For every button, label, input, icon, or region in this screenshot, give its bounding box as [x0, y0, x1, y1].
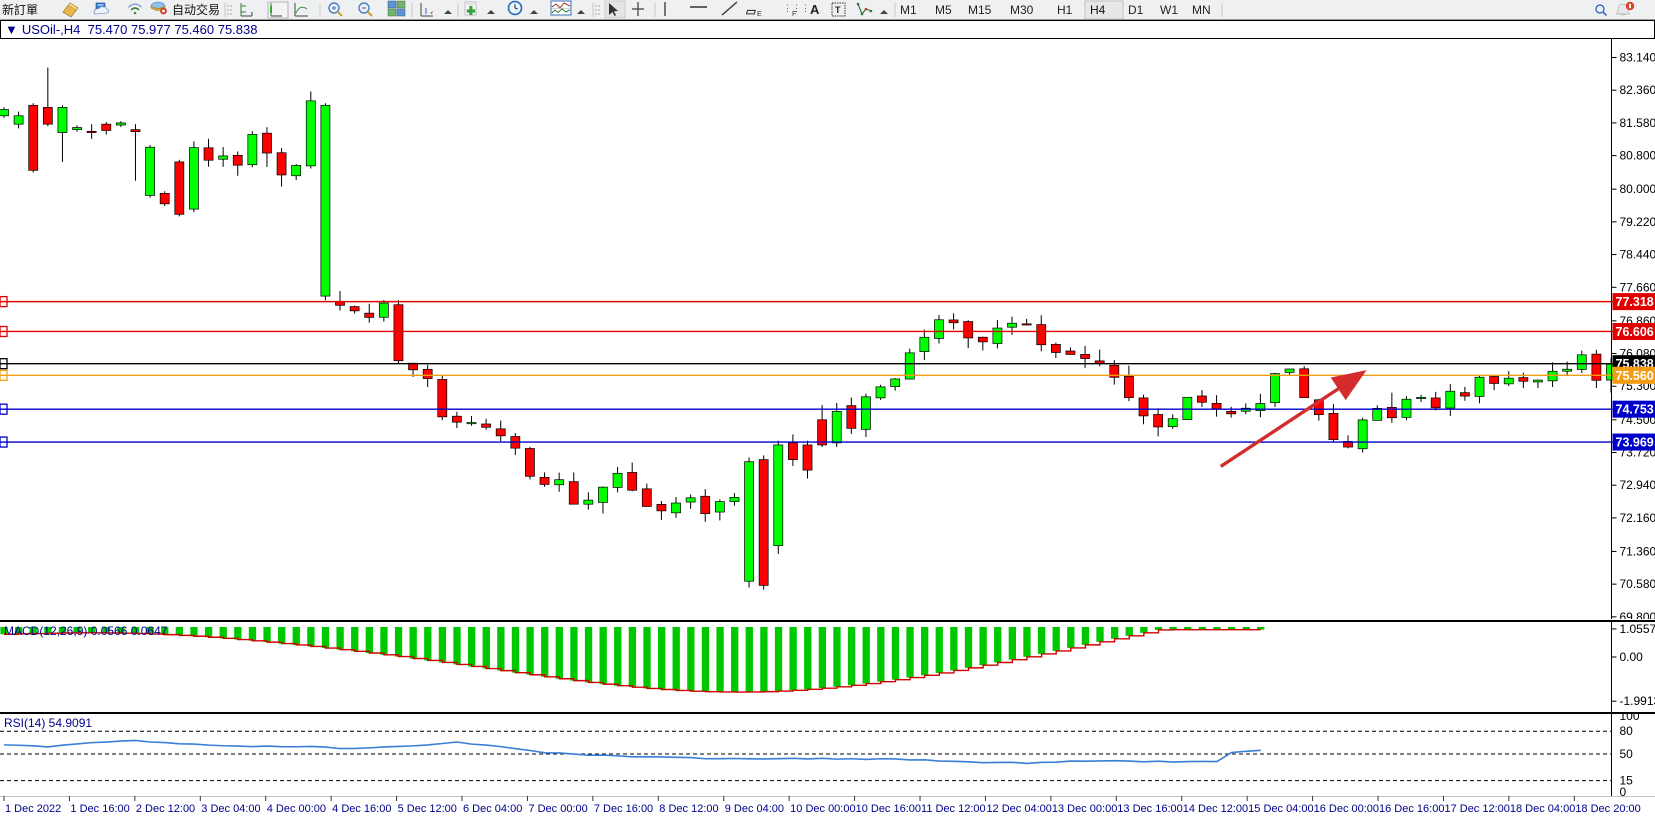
svg-text:1.0557: 1.0557 [1620, 622, 1655, 636]
svg-text:MACD(12,26,9) 0.0566 0.0647: MACD(12,26,9) 0.0566 0.0647 [4, 624, 168, 638]
svg-text:-1.9913: -1.9913 [1620, 694, 1655, 708]
svg-text:82.360: 82.360 [1620, 83, 1655, 97]
svg-text:79.220: 79.220 [1620, 215, 1655, 229]
svg-text:11 Dec 12:00: 11 Dec 12:00 [921, 803, 986, 815]
svg-text:13 Dec 00:00: 13 Dec 00:00 [1052, 803, 1117, 815]
svg-text:9 Dec 04:00: 9 Dec 04:00 [725, 803, 784, 815]
svg-text:D1: D1 [1128, 3, 1144, 17]
svg-text:4 Dec 00:00: 4 Dec 00:00 [267, 803, 326, 815]
svg-text:74.753: 74.753 [1616, 403, 1654, 417]
svg-text:73.969: 73.969 [1616, 436, 1654, 450]
svg-text:83.140: 83.140 [1620, 51, 1655, 65]
svg-text:4 Dec 16:00: 4 Dec 16:00 [332, 803, 391, 815]
svg-text:69.800: 69.800 [1620, 610, 1655, 619]
svg-text:80: 80 [1620, 724, 1634, 738]
svg-text:新訂單: 新訂單 [2, 2, 38, 17]
svg-text:100: 100 [1620, 714, 1640, 723]
svg-text:80.800: 80.800 [1620, 149, 1655, 163]
svg-text:0.00: 0.00 [1620, 650, 1644, 664]
svg-text:A: A [810, 2, 820, 17]
svg-text:H4: H4 [1090, 3, 1106, 17]
svg-text:50: 50 [1620, 747, 1634, 761]
svg-text:77.318: 77.318 [1616, 295, 1654, 309]
svg-text:10 Dec 16:00: 10 Dec 16:00 [856, 803, 921, 815]
svg-text:H1: H1 [1057, 3, 1073, 17]
svg-text:0: 0 [1620, 785, 1627, 796]
svg-text:8 Dec 12:00: 8 Dec 12:00 [659, 803, 718, 815]
svg-text:14 Dec 12:00: 14 Dec 12:00 [1183, 803, 1248, 815]
svg-text:F: F [792, 11, 796, 18]
svg-text:72.940: 72.940 [1620, 478, 1655, 492]
svg-text:12 Dec 04:00: 12 Dec 04:00 [986, 803, 1051, 815]
svg-text:5 Dec 12:00: 5 Dec 12:00 [398, 803, 457, 815]
svg-text:6 Dec 04:00: 6 Dec 04:00 [463, 803, 522, 815]
svg-text:1 Dec 16:00: 1 Dec 16:00 [70, 803, 129, 815]
svg-text:10 Dec 00:00: 10 Dec 00:00 [790, 803, 855, 815]
svg-text:2 Dec 12:00: 2 Dec 12:00 [136, 803, 195, 815]
svg-text:72.160: 72.160 [1620, 511, 1655, 525]
svg-text:80.000: 80.000 [1620, 182, 1655, 196]
svg-text:71.360: 71.360 [1620, 544, 1655, 558]
svg-text:M15: M15 [968, 3, 992, 17]
svg-text:75.560: 75.560 [1616, 369, 1654, 383]
svg-text:16 Dec 00:00: 16 Dec 00:00 [1314, 803, 1379, 815]
svg-text:70.580: 70.580 [1620, 577, 1655, 591]
svg-text:7 Dec 00:00: 7 Dec 00:00 [528, 803, 587, 815]
svg-text:W1: W1 [1160, 3, 1178, 17]
svg-text:▭: ▭ [745, 6, 756, 18]
svg-text:T: T [835, 5, 841, 15]
svg-text:MN: MN [1192, 3, 1211, 17]
svg-text:⋮⋮⋮: ⋮⋮⋮ [783, 3, 810, 13]
svg-text:13 Dec 16:00: 13 Dec 16:00 [1117, 803, 1182, 815]
svg-text:15 Dec 04:00: 15 Dec 04:00 [1248, 803, 1313, 815]
svg-text:E: E [757, 11, 762, 18]
svg-text:17 Dec 12:00: 17 Dec 12:00 [1444, 803, 1509, 815]
svg-text:M1: M1 [900, 3, 917, 17]
svg-text:1 Dec 2022: 1 Dec 2022 [5, 803, 61, 815]
svg-text:M30: M30 [1010, 3, 1034, 17]
svg-text:78.440: 78.440 [1620, 248, 1655, 262]
svg-text:自动交易: 自动交易 [172, 2, 220, 17]
svg-text:76.606: 76.606 [1616, 325, 1654, 339]
svg-text:81.580: 81.580 [1620, 116, 1655, 130]
svg-text:7 Dec 16:00: 7 Dec 16:00 [594, 803, 653, 815]
svg-text:M5: M5 [935, 3, 952, 17]
svg-text:18 Dec 20:00: 18 Dec 20:00 [1575, 803, 1640, 815]
svg-text:3 Dec 04:00: 3 Dec 04:00 [201, 803, 260, 815]
svg-text:77.660: 77.660 [1620, 280, 1655, 294]
svg-text:RSI(14) 54.9091: RSI(14) 54.9091 [4, 716, 92, 730]
svg-text:18 Dec 04:00: 18 Dec 04:00 [1510, 803, 1575, 815]
svg-text:16 Dec 16:00: 16 Dec 16:00 [1379, 803, 1444, 815]
